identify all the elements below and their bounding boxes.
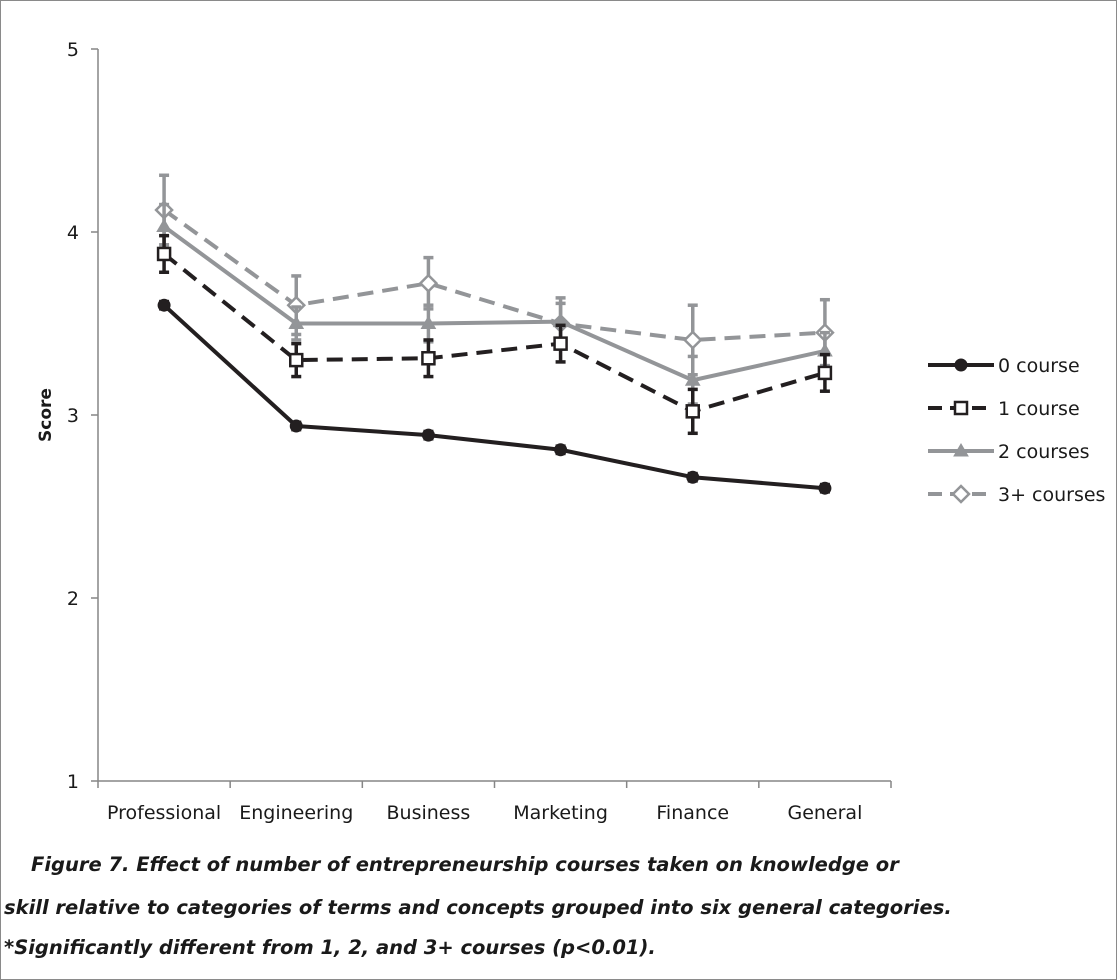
y-tick-label: 5 bbox=[67, 39, 79, 61]
figure-caption-line-1: Figure 7. Effect of number of entreprene… bbox=[31, 853, 899, 876]
series-2-courses bbox=[156, 202, 833, 406]
y-tick-label: 1 bbox=[67, 771, 79, 793]
data-point bbox=[951, 484, 971, 504]
legend-label: 3+ courses bbox=[998, 484, 1105, 506]
data-point bbox=[420, 315, 437, 329]
data-point bbox=[953, 400, 969, 416]
data-point bbox=[953, 443, 969, 457]
series-line bbox=[162, 252, 826, 414]
data-point bbox=[418, 273, 439, 294]
data-point bbox=[817, 365, 833, 381]
data-point bbox=[156, 246, 172, 262]
y-tick-labels: 1 2 3 4 5 bbox=[67, 39, 79, 793]
legend-label: 2 courses bbox=[998, 441, 1090, 463]
line-chart: 1 2 3 4 5 Professional Engineering Business Mar… bbox=[36, 39, 1105, 824]
series-line bbox=[162, 224, 826, 383]
data-point bbox=[554, 443, 568, 457]
data-point bbox=[684, 372, 701, 386]
legend-item: 2 courses bbox=[928, 441, 1090, 463]
legend-item: 1 course bbox=[928, 398, 1080, 420]
series-line bbox=[162, 208, 826, 342]
legend: 0 course 1 course 2 courses 3+ courses bbox=[928, 355, 1105, 506]
data-point bbox=[157, 298, 171, 312]
legend-item: 3+ courses bbox=[928, 484, 1105, 506]
chart-axes bbox=[91, 48, 892, 788]
x-tick-label: Engineering bbox=[239, 802, 353, 824]
data-point bbox=[289, 419, 303, 433]
y-tick-label: 2 bbox=[67, 588, 79, 610]
x-tick-label: General bbox=[787, 802, 862, 824]
x-tick-label: Business bbox=[387, 802, 471, 824]
y-tick-label: 3 bbox=[67, 405, 79, 427]
data-point bbox=[818, 481, 832, 495]
data-point bbox=[288, 315, 305, 329]
figure-caption-footnote: *Significantly different from 1, 2, and … bbox=[4, 936, 656, 959]
series-1-course bbox=[156, 233, 833, 436]
x-tick-label: Professional bbox=[107, 802, 221, 824]
data-point bbox=[156, 218, 172, 233]
legend-item: 0 course bbox=[928, 355, 1080, 377]
data-point bbox=[553, 336, 568, 351]
x-tick-label: Marketing bbox=[513, 802, 608, 824]
series-layer bbox=[154, 173, 835, 495]
data-point bbox=[421, 428, 435, 442]
data-point bbox=[421, 351, 436, 366]
y-tick-label: 4 bbox=[67, 222, 79, 244]
data-point bbox=[954, 358, 968, 372]
data-point bbox=[289, 352, 304, 368]
series-3-courses bbox=[154, 173, 835, 377]
x-tick-label: Finance bbox=[656, 802, 729, 824]
data-point bbox=[682, 330, 703, 350]
series-line bbox=[162, 303, 826, 491]
legend-label: 1 course bbox=[998, 398, 1080, 420]
figure-caption-line-2: skill relative to categories of terms an… bbox=[4, 896, 952, 919]
y-axis-title: Score bbox=[36, 388, 56, 442]
series-0-course bbox=[157, 298, 832, 495]
legend-label: 0 course bbox=[998, 355, 1080, 377]
data-point bbox=[685, 404, 700, 419]
data-point bbox=[686, 470, 700, 484]
x-tick-labels: Professional Engineering Business Marketing… bbox=[107, 802, 862, 824]
